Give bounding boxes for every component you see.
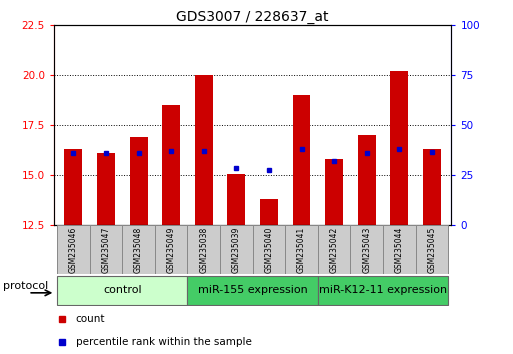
Bar bbox=[350, 225, 383, 274]
Text: GSM235039: GSM235039 bbox=[232, 226, 241, 273]
Text: GSM235041: GSM235041 bbox=[297, 227, 306, 273]
Bar bbox=[383, 225, 416, 274]
Bar bbox=[325, 159, 343, 225]
Text: GSM235038: GSM235038 bbox=[199, 227, 208, 273]
Text: miR-K12-11 expression: miR-K12-11 expression bbox=[319, 285, 447, 295]
Bar bbox=[285, 225, 318, 274]
Title: GDS3007 / 228637_at: GDS3007 / 228637_at bbox=[176, 10, 329, 24]
Bar bbox=[162, 105, 180, 225]
Text: miR-155 expression: miR-155 expression bbox=[198, 285, 307, 295]
Text: GSM235045: GSM235045 bbox=[427, 226, 437, 273]
Bar bbox=[220, 225, 252, 274]
Bar bbox=[416, 225, 448, 274]
Text: GSM235046: GSM235046 bbox=[69, 226, 78, 273]
Bar bbox=[423, 149, 441, 225]
Text: percentile rank within the sample: percentile rank within the sample bbox=[76, 337, 251, 348]
Bar bbox=[130, 137, 148, 225]
Bar bbox=[97, 153, 115, 225]
Bar bbox=[57, 225, 90, 274]
Bar bbox=[318, 276, 448, 304]
Bar bbox=[227, 174, 245, 225]
Text: GSM235040: GSM235040 bbox=[264, 226, 273, 273]
Bar bbox=[292, 95, 310, 225]
Bar bbox=[252, 225, 285, 274]
Text: GSM235048: GSM235048 bbox=[134, 227, 143, 273]
Text: control: control bbox=[103, 285, 142, 295]
Text: GSM235047: GSM235047 bbox=[102, 226, 110, 273]
Text: GSM235042: GSM235042 bbox=[330, 227, 339, 273]
Bar bbox=[187, 276, 318, 304]
Text: GSM235043: GSM235043 bbox=[362, 226, 371, 273]
Bar bbox=[358, 135, 376, 225]
Text: count: count bbox=[76, 314, 105, 325]
Bar bbox=[318, 225, 350, 274]
Bar bbox=[57, 276, 187, 304]
Bar bbox=[195, 75, 213, 225]
Bar bbox=[390, 71, 408, 225]
Bar bbox=[122, 225, 155, 274]
Bar bbox=[260, 199, 278, 225]
Bar bbox=[187, 225, 220, 274]
Text: GSM235049: GSM235049 bbox=[167, 226, 175, 273]
Bar bbox=[155, 225, 187, 274]
Text: GSM235044: GSM235044 bbox=[395, 226, 404, 273]
Text: protocol: protocol bbox=[3, 280, 48, 291]
Bar bbox=[90, 225, 122, 274]
Bar bbox=[65, 149, 83, 225]
